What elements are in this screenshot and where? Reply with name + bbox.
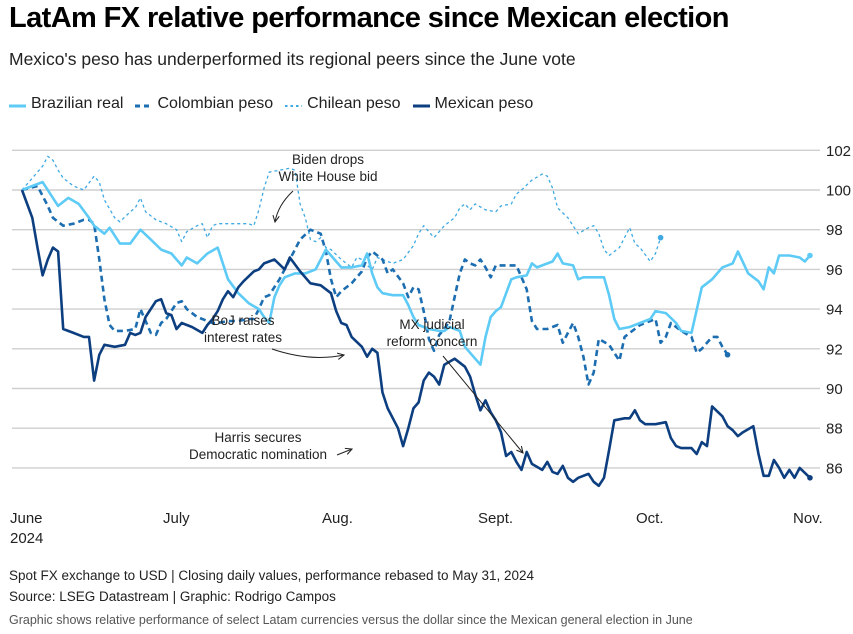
- legend-label: Brazilian real: [31, 95, 124, 112]
- x-tick-label: Oct.: [636, 510, 664, 527]
- annotation-text: Democratic nomination: [189, 447, 327, 462]
- legend: Brazilian real Colombian peso Chilean pe…: [9, 95, 533, 113]
- footnote-source: Source: LSEG Datastream | Graphic: Rodri…: [9, 589, 336, 604]
- annotation-arrow: [275, 190, 294, 222]
- legend-item-brazilian-real: Brazilian real: [9, 95, 123, 113]
- annotation-text: interest rates: [204, 330, 282, 345]
- legend-label: Mexican peso: [434, 95, 534, 112]
- annotation-arrow: [442, 355, 523, 453]
- series-lines: [20, 155, 813, 488]
- x-tick-sublabel: 2024: [10, 530, 43, 547]
- legend-item-mexican-peso: Mexican peso: [412, 95, 534, 113]
- legend-item-chilean-peso: Chilean peso: [285, 95, 401, 113]
- x-tick-label: June: [10, 510, 43, 527]
- x-tick-label: Aug.: [322, 510, 353, 527]
- y-tick-label: 92: [826, 341, 843, 358]
- annotation-text: Harris secures: [214, 430, 301, 445]
- end-point-mexican-peso: [807, 475, 813, 481]
- annotation-arrow: [336, 449, 352, 456]
- gridlines: [12, 149, 820, 469]
- annotations: Biden drops White House bid BoJ raises inte…: [189, 152, 523, 462]
- annotation-text: Biden drops: [292, 152, 364, 167]
- legend-swatch-colombian-peso: [135, 104, 153, 108]
- series-line-mexican-peso: [20, 189, 811, 488]
- legend-label: Colombian peso: [157, 95, 274, 112]
- annotation-text: White House bid: [278, 169, 377, 184]
- end-point-colombian-peso: [724, 351, 731, 358]
- footnote-caption: Graphic shows relative performance of se…: [9, 613, 693, 627]
- y-tick-label: 90: [826, 381, 843, 398]
- annotation-text: MX judicial: [399, 317, 464, 332]
- series-line-colombian-peso: [21, 184, 729, 386]
- annotation-text: BoJ raises: [211, 313, 274, 328]
- y-tick-label: 86: [826, 460, 843, 477]
- end-point-brazilian-real: [807, 252, 813, 259]
- annotation-arrow: [271, 348, 344, 357]
- series-line-brazilian-real: [21, 180, 811, 367]
- line-chart: 86 88 90 92 94 96 98 100 102 June 2024 July Aug. Sep…: [10, 143, 851, 547]
- chart-title: LatAm FX relative performance since Mexi…: [9, 2, 729, 34]
- y-tick-label: 94: [826, 302, 843, 319]
- end-point-chilean-peso: [657, 234, 664, 241]
- chart-subtitle: Mexico's peso has underperformed its reg…: [9, 49, 576, 69]
- y-tick-label: 100: [826, 183, 851, 200]
- annotation-text: reform concern: [387, 334, 478, 349]
- legend-swatch-mexican-peso: [412, 104, 430, 108]
- y-tick-label: 98: [826, 222, 843, 239]
- y-tick-label: 102: [826, 143, 851, 160]
- legend-swatch-brazilian-real: [9, 104, 26, 108]
- x-tick-label: July: [163, 510, 190, 527]
- legend-item-colombian-peso: Colombian peso: [135, 95, 273, 113]
- series-line-chilean-peso: [21, 155, 662, 271]
- x-axis: June 2024 July Aug. Sept. Oct. Nov.: [10, 510, 823, 547]
- y-tick-label: 96: [826, 262, 843, 279]
- legend-label: Chilean peso: [307, 95, 401, 112]
- footnote-method: Spot FX exchange to USD | Closing daily …: [9, 568, 535, 583]
- x-tick-label: Nov.: [793, 510, 823, 527]
- y-axis: 86 88 90 92 94 96 98 100 102: [826, 143, 851, 478]
- y-tick-label: 88: [826, 421, 843, 438]
- x-tick-label: Sept.: [478, 510, 513, 527]
